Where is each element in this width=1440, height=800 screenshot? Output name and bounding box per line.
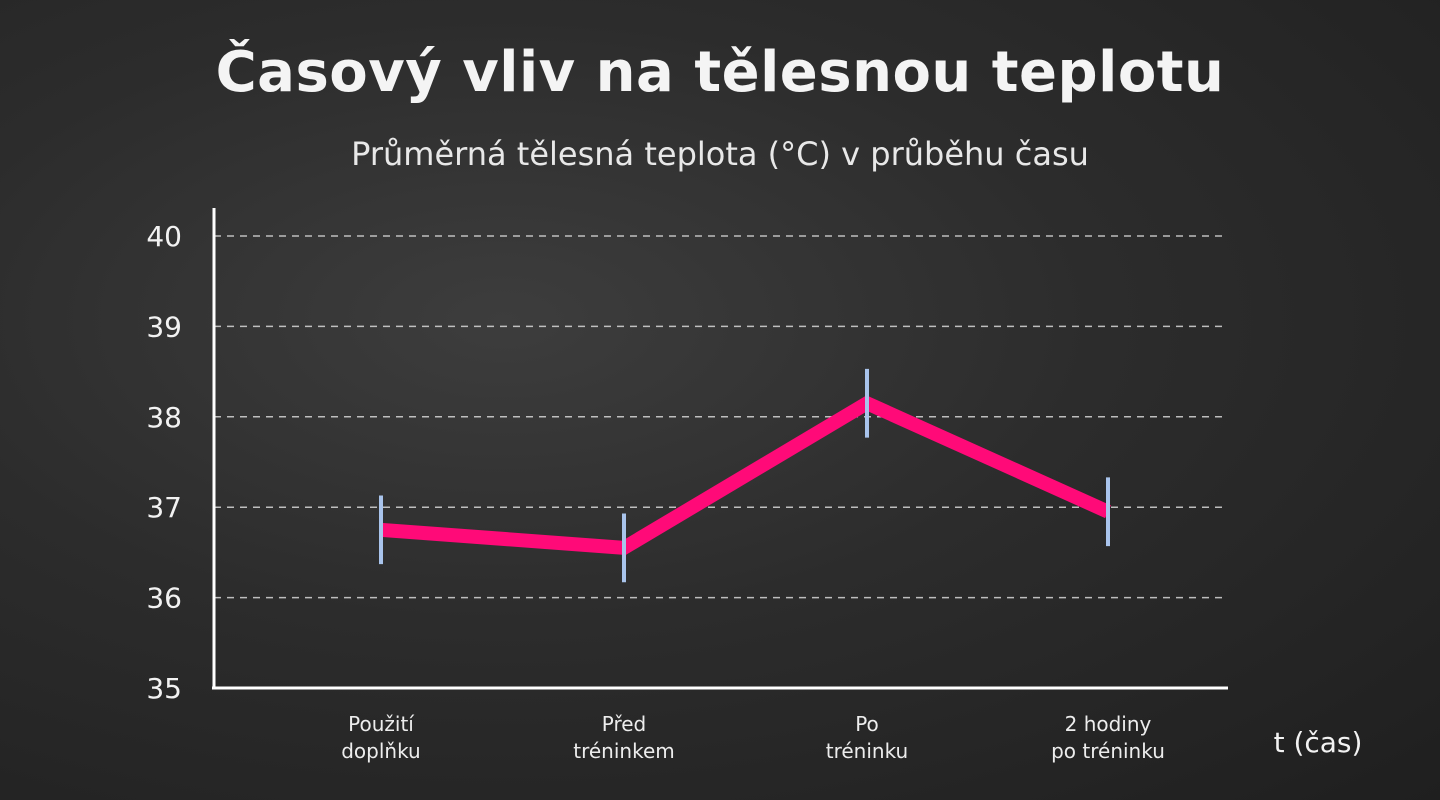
chart-subtitle: Průměrná tělesná teplota (°C) v průběhu …: [351, 135, 1089, 173]
x-axis-label: t (čas): [1274, 726, 1363, 759]
y-tick-label: 35: [146, 672, 182, 705]
y-tick-label: 36: [146, 582, 182, 615]
y-tick-label: 39: [146, 310, 182, 343]
x-category-label: Po tréninku: [826, 712, 908, 763]
chart-title: Časový vliv na tělesnou teplotu: [215, 40, 1225, 105]
x-category-label: Použití doplňku: [341, 712, 421, 763]
y-tick-label: 38: [146, 401, 182, 434]
y-tick-label: 40: [146, 220, 182, 253]
y-tick-label: 37: [146, 491, 182, 524]
x-category-label: Před tréninkem: [573, 712, 675, 763]
x-category-label: 2 hodiny po tréninku: [1051, 712, 1165, 763]
series-line: [380, 395, 1111, 556]
